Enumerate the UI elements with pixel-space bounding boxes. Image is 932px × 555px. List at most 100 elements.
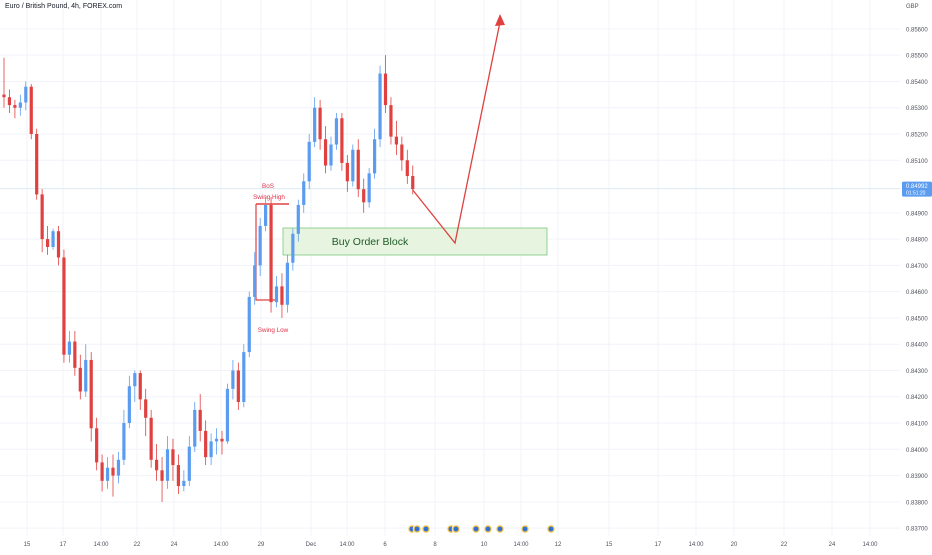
candle-body — [334, 118, 339, 145]
candle — [302, 173, 306, 213]
time-tick-label: 15 — [606, 542, 613, 548]
candle-body — [155, 459, 159, 471]
candle-body — [111, 467, 115, 476]
time-tick-label: 12 — [555, 542, 562, 548]
economic-event-icon[interactable] — [451, 524, 461, 534]
event-badge-core — [423, 526, 429, 532]
candle — [84, 344, 88, 397]
economic-event-icon[interactable] — [421, 524, 431, 534]
candle — [111, 454, 115, 497]
candle-body — [220, 438, 224, 442]
candle-body — [280, 286, 284, 305]
candle-body — [400, 144, 404, 161]
economic-event-icon[interactable] — [520, 524, 530, 534]
candle-body — [122, 423, 126, 460]
price-tick-label: 0.84100 — [906, 422, 928, 428]
annotation-label: Swing Low — [258, 327, 289, 334]
candle — [182, 470, 186, 492]
candle-body — [100, 462, 104, 481]
time-axis[interactable]: 15 17 14:00 22 24 14:00 29 Dec 14:00 6 8 10 14:00 12 1… — [24, 542, 879, 548]
price-tick-label: 0.84200 — [906, 395, 928, 401]
candle-body — [204, 430, 208, 458]
candle — [345, 155, 349, 192]
economic-event-icon[interactable] — [546, 524, 556, 534]
candle-body — [2, 94, 6, 98]
candle-body — [40, 194, 44, 240]
candle-body — [24, 86, 28, 103]
time-tick-label: 14:00 — [513, 542, 529, 548]
event-badge-core — [548, 526, 554, 532]
candle-body — [411, 176, 415, 190]
candle — [78, 354, 82, 400]
candle — [165, 436, 170, 489]
candle — [13, 99, 17, 119]
candle-body — [302, 181, 306, 205]
event-badge-core — [497, 526, 503, 532]
candle — [378, 65, 382, 148]
candle — [116, 451, 121, 484]
price-tick-label: 0.83900 — [906, 474, 928, 480]
candle — [258, 218, 262, 276]
candle-body — [389, 105, 393, 137]
candle-body — [258, 225, 262, 266]
candle — [220, 430, 224, 455]
economic-event-icon[interactable] — [412, 524, 422, 534]
price-tick-label: 0.85600 — [906, 27, 928, 33]
candle-body — [329, 144, 333, 166]
candle-body — [373, 139, 377, 174]
candle-body — [231, 370, 235, 389]
currency-label: GBP — [906, 4, 919, 10]
time-tick-label: 14:00 — [339, 542, 355, 548]
candle-body — [285, 262, 289, 305]
event-markers[interactable] — [407, 524, 556, 534]
price-tick-label: 0.84400 — [906, 343, 928, 349]
economic-event-icon[interactable] — [495, 524, 505, 534]
candle — [242, 344, 246, 408]
candle — [269, 197, 273, 313]
time-tick-label: 15 — [24, 542, 31, 548]
time-tick-label: 10 — [481, 542, 488, 548]
buy-order-block-zone — [282, 227, 548, 256]
event-badge-core — [473, 526, 479, 532]
candle-body — [378, 73, 382, 140]
candle-body — [214, 438, 219, 442]
candle-body — [67, 341, 71, 355]
candle — [367, 168, 371, 208]
candle — [280, 273, 284, 318]
candle — [400, 136, 404, 171]
candle — [334, 112, 339, 150]
candle — [24, 81, 28, 111]
candle — [405, 149, 409, 184]
candle-body — [367, 173, 371, 203]
candle-body — [73, 341, 77, 368]
candle — [231, 359, 235, 400]
price-tick-label: 0.84900 — [906, 211, 928, 217]
time-tick-label: 14:00 — [213, 542, 229, 548]
candle — [373, 128, 377, 179]
annotation-label: Buy Order Block — [332, 236, 409, 248]
candle-body — [84, 359, 88, 392]
economic-event-icon[interactable] — [471, 524, 481, 534]
candle-body — [383, 73, 388, 106]
candle-body — [144, 399, 148, 418]
price-axis[interactable]: 0.85600 0.85500 0.85400 0.85300 0.85200 0.851… — [902, 4, 932, 533]
time-tick-label: 22 — [781, 542, 788, 548]
candle-body — [176, 465, 180, 487]
candle — [389, 97, 393, 145]
candle-body — [95, 428, 99, 463]
candle — [160, 457, 164, 502]
candle — [149, 409, 153, 468]
candle — [171, 438, 175, 481]
candle-body — [51, 231, 55, 247]
drawings[interactable] — [255, 14, 548, 301]
candle-body — [171, 449, 175, 466]
candle — [274, 275, 279, 308]
candle — [198, 394, 202, 442]
candle-body — [187, 446, 191, 481]
candle-body — [46, 239, 50, 247]
economic-event-icon[interactable] — [483, 524, 493, 534]
time-tick-label: 20 — [731, 542, 738, 548]
candle-body — [323, 139, 328, 166]
